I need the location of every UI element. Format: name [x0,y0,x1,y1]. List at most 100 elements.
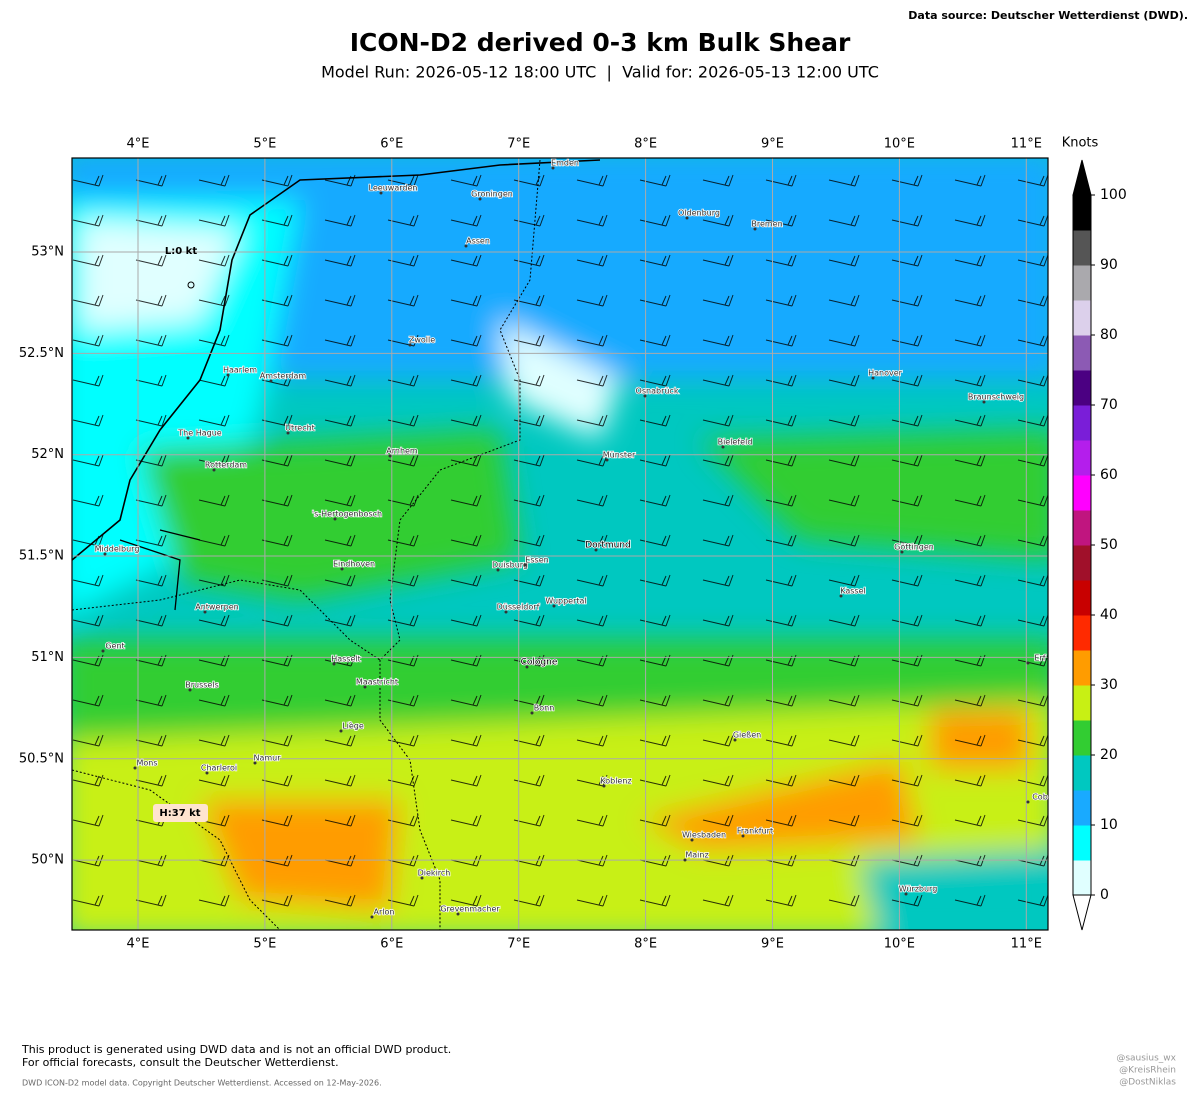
colorbar-swatch [1073,720,1091,756]
city-dot [683,858,687,862]
colorbar-tick-label: 60 [1100,467,1118,483]
city-dot [420,876,424,880]
city-dot [594,548,598,552]
colorbar-swatch [1073,230,1091,266]
colorbar-tick-label: 90 [1100,257,1118,273]
lon-label: 9°E [761,137,784,152]
lon-label: 5°E [253,137,276,152]
city-label: Münster [603,451,636,460]
colorbar-tick-label: 50 [1100,537,1118,553]
title: ICON-D2 derived 0-3 km Bulk Shear [350,28,851,57]
colorbar-swatch [1073,755,1091,791]
city-dot [340,567,344,571]
city-dot [203,610,207,614]
colorbar-swatch [1073,265,1091,301]
city-label: Oldenburg [678,209,720,218]
city-dot [1026,661,1030,665]
colorbar-swatch [1073,580,1091,616]
city-label: Mainz [685,851,708,860]
city-dot [186,436,190,440]
credit: @sausius_wx [1116,1054,1176,1064]
city-label: Namur [253,754,281,763]
city-dot [753,227,757,231]
colorbar-tick-label: 20 [1100,747,1118,763]
lon-label: 5°E [253,937,276,952]
lat-label: 52°N [31,447,64,462]
city-dot [643,394,647,398]
city-dot [269,379,273,383]
lon-label: 8°E [634,137,657,152]
city-label: Groningen [471,190,513,199]
city-label: Grevenmacher [440,905,500,914]
city-label: Frankfurt [737,827,773,836]
colorbar-swatch [1073,475,1091,511]
city-dot [733,738,737,742]
city-label: Assen [466,237,490,246]
lon-label: 6°E [380,937,403,952]
city-dot [602,784,606,788]
credit: @DostNiklas [1119,1078,1176,1088]
city-dot [741,834,745,838]
city-dot [333,517,337,521]
map-frame [71,157,1049,931]
city-label: Brussels [185,681,219,690]
city-label: Rotterdam [205,461,247,470]
city-label: Arlon [374,908,395,917]
city-dot [721,445,725,449]
colorbar-tick-label: 40 [1100,607,1118,623]
lon-label: 11°E [1011,137,1042,152]
lat-label: 50°N [31,853,64,868]
colorbar-swatch [1073,440,1091,476]
city-dot [982,400,986,404]
city-dot [103,552,107,556]
colorbar-swatch [1073,545,1091,581]
city-label: Hanover [868,369,903,378]
lon-label: 7°E [507,937,530,952]
colorbar-swatch [1073,510,1091,546]
colorbar-swatch [1073,685,1091,721]
city-dot [253,761,257,765]
city-dot [332,662,336,666]
city-dot [530,711,534,715]
city-label: Duisburg [492,561,528,570]
city-label: Bielefeld [718,438,753,447]
data-source: Data source: Deutscher Wetterdienst (DWD… [908,9,1188,22]
city-label: Göttingen [894,543,934,552]
city-label: Cologne [521,658,558,668]
city-label: The Hague [177,429,221,438]
city-label: Eindhoven [333,560,375,569]
lon-label: 10°E [884,137,915,152]
city-label: Arnhem [386,447,418,456]
city-dot [188,688,192,692]
city-dot [363,685,367,689]
colorbar-tick-label: 30 [1100,677,1118,693]
low-marker: L:0 kt [165,246,197,257]
city-dot [226,373,230,377]
city-dot [525,665,529,669]
city-label: Erf [1034,654,1045,663]
city-label: Wuppertal [545,597,586,606]
city-label: Koblenz [600,777,631,786]
colorbar-extend-max [1072,159,1092,196]
lon-label: 10°E [884,937,915,952]
colorbar-swatch [1073,370,1091,406]
city-dot [133,766,137,770]
city-label: Middelburg [95,545,140,554]
city-dot [551,166,555,170]
city-dot [900,550,904,554]
disclaimer: This product is generated using DWD data… [21,1043,451,1056]
credit: @KreisRhein [1119,1066,1176,1076]
city-dot [286,431,290,435]
city-dot [904,892,908,896]
city-dot [690,838,694,842]
lon-label: 11°E [1011,937,1042,952]
city-dot [456,912,460,916]
city-label: Liège [342,721,364,731]
city-label: Gießen [733,731,761,740]
colorbar-tick-label: 10 [1100,817,1118,833]
copyright: DWD ICON-D2 model data. Copyright Deutsc… [22,1079,382,1088]
lat-label: 53°N [31,245,64,260]
colorbar-swatch [1073,335,1091,371]
city-dot [839,594,843,598]
lat-label: 52.5°N [19,346,64,361]
